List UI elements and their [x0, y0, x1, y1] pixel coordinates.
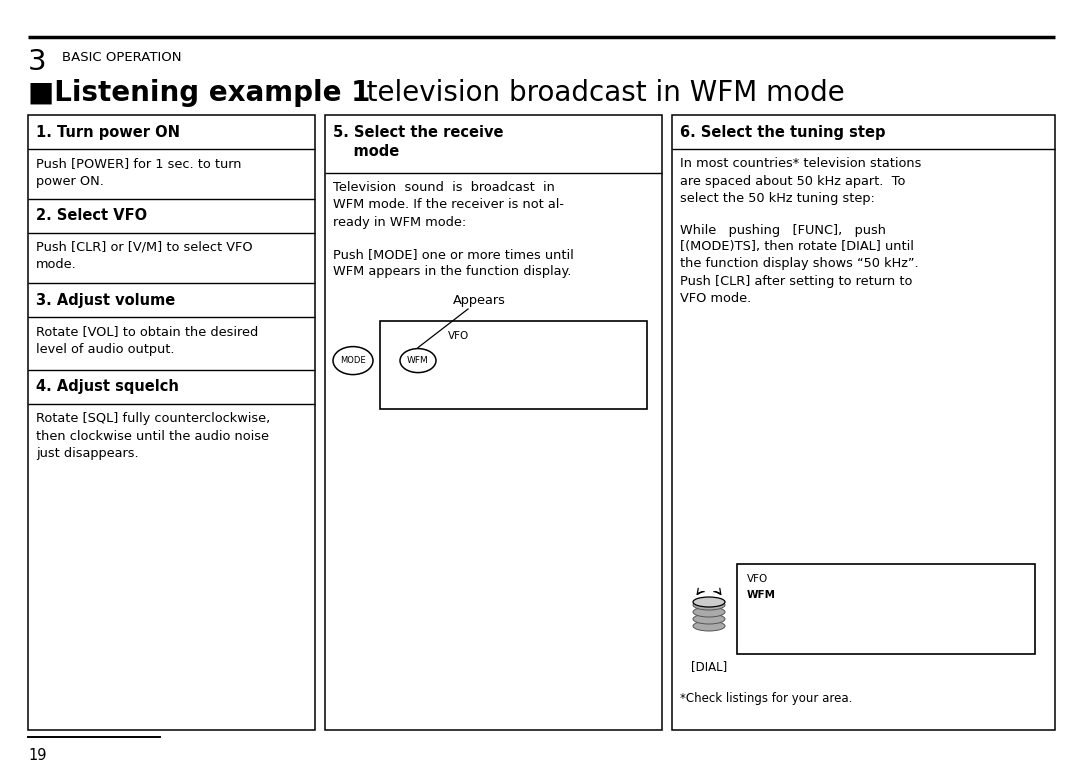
- Text: Rotate [VOL] to obtain the desired
level of audio output.: Rotate [VOL] to obtain the desired level…: [36, 325, 258, 356]
- Ellipse shape: [333, 347, 373, 375]
- Ellipse shape: [693, 597, 725, 607]
- Bar: [28, 115, 315, 730]
- Text: 3. Adjust volume: 3. Adjust volume: [36, 293, 175, 308]
- Text: 1. Turn power ON: 1. Turn power ON: [36, 124, 180, 139]
- Text: MODE: MODE: [340, 356, 366, 365]
- Bar: [380, 321, 647, 409]
- Text: VFO: VFO: [747, 574, 768, 584]
- Ellipse shape: [693, 600, 725, 610]
- Text: While   pushing   [FUNC],   push: While pushing [FUNC], push: [680, 224, 886, 237]
- Bar: [737, 564, 1035, 654]
- Text: *Check listings for your area.: *Check listings for your area.: [680, 692, 852, 705]
- Ellipse shape: [693, 621, 725, 631]
- Text: 4. Adjust squelch: 4. Adjust squelch: [36, 379, 179, 395]
- Text: Rotate [SQL] fully counterclockwise,
then clockwise until the audio noise
just d: Rotate [SQL] fully counterclockwise, the…: [36, 412, 270, 460]
- Text: WFM: WFM: [747, 590, 777, 600]
- Ellipse shape: [400, 348, 436, 373]
- Text: Television  sound  is  broadcast  in
WFM mode. If the receiver is not al-
ready : Television sound is broadcast in WFM mod…: [333, 181, 564, 229]
- Text: Push [MODE] one or more times until
WFM appears in the function display.: Push [MODE] one or more times until WFM …: [333, 248, 573, 278]
- Text: Push [CLR] or [V/M] to select VFO
mode.: Push [CLR] or [V/M] to select VFO mode.: [36, 241, 253, 271]
- Text: mode: mode: [333, 144, 400, 159]
- Text: ■Listening example 1: ■Listening example 1: [28, 79, 370, 107]
- Text: 2. Select VFO: 2. Select VFO: [36, 209, 147, 223]
- Text: Appears: Appears: [453, 294, 505, 307]
- Text: Push [POWER] for 1 sec. to turn
power ON.: Push [POWER] for 1 sec. to turn power ON…: [36, 157, 242, 187]
- Text: BASIC OPERATION: BASIC OPERATION: [62, 51, 181, 64]
- Text: 6. Select the tuning step: 6. Select the tuning step: [680, 124, 886, 139]
- Text: [(MODE)TS], then rotate [DIAL] until
the function display shows “50 kHz”.
Push [: [(MODE)TS], then rotate [DIAL] until the…: [680, 240, 919, 306]
- Ellipse shape: [693, 614, 725, 624]
- Ellipse shape: [693, 607, 725, 617]
- Text: WFM: WFM: [407, 356, 429, 365]
- Bar: [672, 115, 1055, 730]
- Text: 5. Select the receive: 5. Select the receive: [333, 125, 503, 140]
- Text: 3: 3: [28, 48, 46, 76]
- Text: In most countries* television stations
are spaced about 50 kHz apart.  To
select: In most countries* television stations a…: [680, 157, 921, 205]
- Text: [DIAL]: [DIAL]: [691, 660, 727, 673]
- Text: VFO: VFO: [448, 331, 469, 341]
- Text: 19: 19: [28, 748, 46, 762]
- Text: television broadcast in WFM mode: television broadcast in WFM mode: [340, 79, 845, 107]
- Bar: [325, 115, 662, 730]
